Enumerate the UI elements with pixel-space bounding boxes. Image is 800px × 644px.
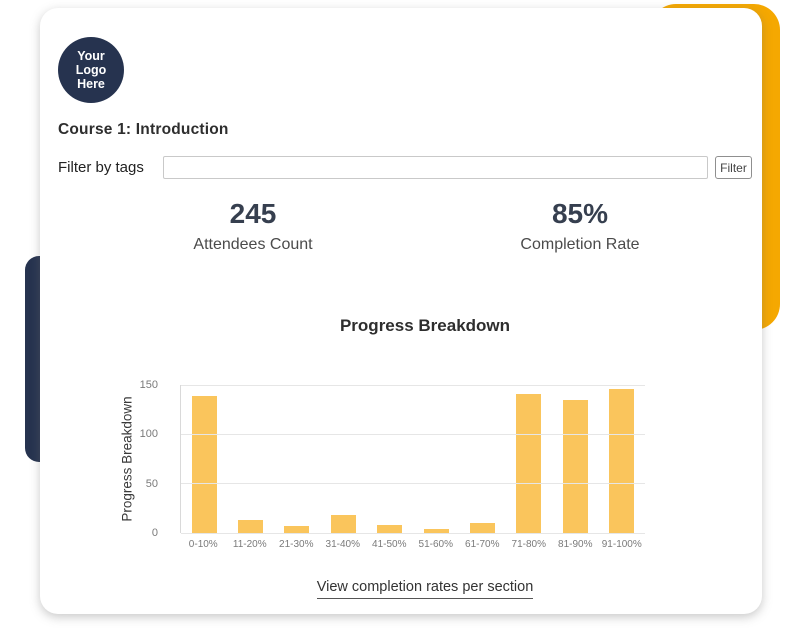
chart-title: Progress Breakdown: [339, 316, 511, 335]
completion-rate-value: 85%: [551, 198, 609, 229]
logo-line: Here: [77, 77, 105, 91]
x-tick-label: 31-40%: [325, 539, 360, 550]
gridline: [181, 532, 645, 534]
gridline: [181, 433, 645, 435]
bar-61-70%: [470, 523, 496, 533]
chart-y-axis-ticks: 0 50 100 150: [98, 379, 158, 539]
y-tick-label: 100: [139, 428, 158, 441]
bar-41-50%: [377, 525, 403, 533]
x-tick-label: 81-90%: [558, 539, 593, 550]
gridline: [181, 483, 645, 485]
chart-plot: [180, 384, 645, 534]
dashboard-card: Your Logo Here Course 1: Introduction Fi…: [40, 8, 762, 614]
x-tick-label: 91-100%: [601, 539, 642, 550]
attendees-count-stat: 245 Attendees Count: [138, 198, 368, 254]
y-tick-label: 150: [139, 379, 158, 391]
completion-rate-stat: 85% Completion Rate: [465, 198, 695, 254]
chart-x-axis-labels: 0-10% 11-20% 21-30% 31-40% 41-50% 51-60% 61-70…: [180, 539, 645, 550]
bar-11-20%: [238, 520, 264, 533]
bar-21-30%: [284, 526, 310, 533]
logo: Your Logo Here: [58, 37, 124, 103]
footer-link-wrap: View completion rates per section: [180, 578, 670, 599]
logo-line: Your: [77, 49, 105, 63]
bar-31-40%: [330, 515, 356, 533]
course-title: Course 1: Introduction: [58, 121, 229, 138]
y-tick-label: 50: [145, 477, 158, 490]
bar-91-100%: [609, 388, 635, 533]
bar-71-80%: [516, 393, 542, 533]
chart-bars: [181, 385, 645, 533]
y-tick-label: 0: [151, 527, 158, 539]
logo-line: Logo: [75, 63, 107, 77]
bar-0-10%: [191, 395, 217, 533]
attendees-count-value: 245: [229, 198, 277, 229]
attendees-count-label: Attendees Count: [193, 236, 313, 253]
x-tick-label: 41-50%: [372, 539, 407, 550]
filter-by-tags-label: Filter by tags: [58, 159, 144, 176]
x-tick-label: 21-30%: [279, 539, 314, 550]
bar-51-60%: [423, 529, 449, 533]
gridline: [181, 384, 645, 386]
view-completion-rates-link[interactable]: View completion rates per section: [316, 579, 534, 599]
x-tick-label: 61-70%: [465, 539, 500, 550]
completion-rate-label: Completion Rate: [520, 236, 640, 253]
x-tick-label: 51-60%: [418, 539, 453, 550]
x-tick-label: 71-80%: [511, 539, 546, 550]
filter-button[interactable]: Filter: [715, 156, 752, 179]
filter-tags-input[interactable]: [163, 156, 708, 179]
bar-81-90%: [562, 399, 588, 533]
x-tick-label: 11-20%: [232, 539, 267, 550]
x-tick-label: 0-10%: [188, 539, 218, 550]
